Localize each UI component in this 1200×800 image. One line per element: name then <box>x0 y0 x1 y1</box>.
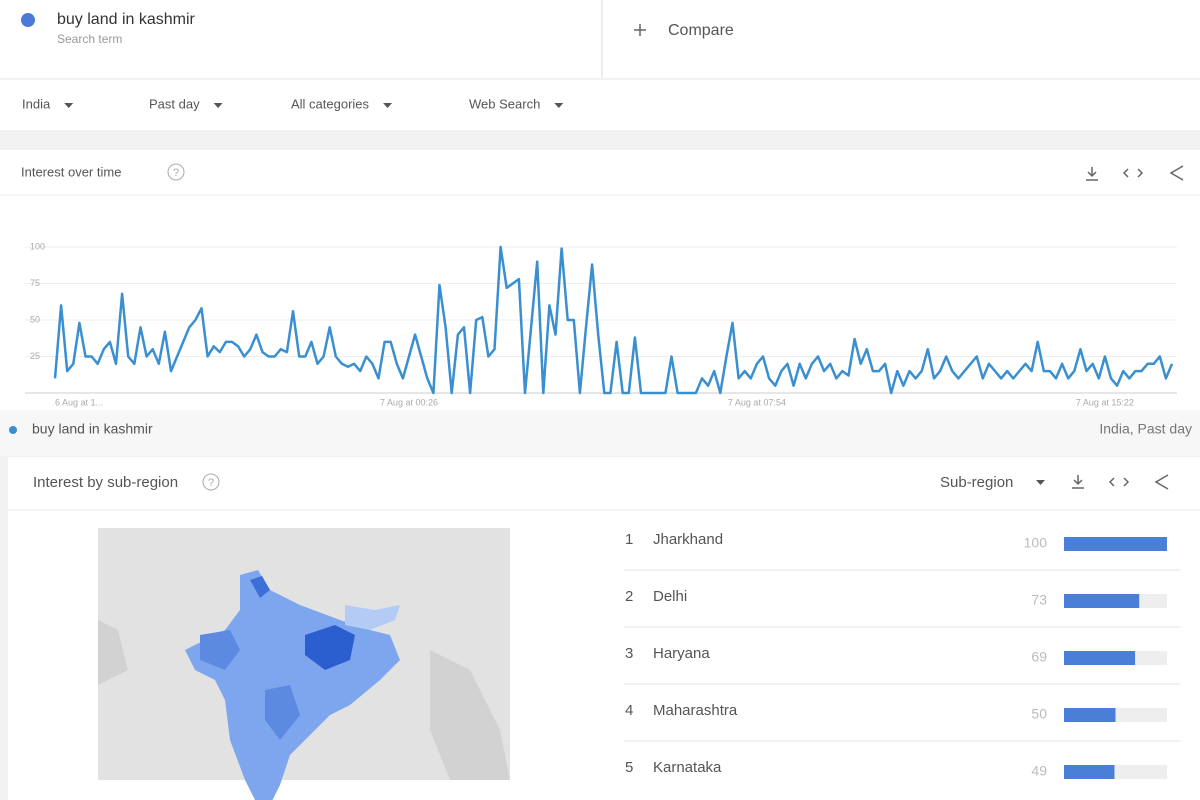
legend-note: India, Past day <box>1099 421 1192 437</box>
x-tick-label: 7 Aug at 00:26 <box>380 397 438 407</box>
y-tick-label: 25 <box>30 351 40 361</box>
region-value: 100 <box>1024 535 1048 551</box>
filters: India Past day All categories Web Search <box>22 96 564 111</box>
card-title: Interest over time <box>21 164 121 179</box>
term-bar <box>0 0 1200 78</box>
map-land <box>98 620 510 780</box>
region-list: 1 Jharkhand 100 2 Delhi 73 3 Haryana 69 4 Maharash… <box>624 531 1180 779</box>
card-title: Interest by sub-region <box>33 474 178 491</box>
filter[interactable]: India <box>22 96 51 111</box>
legend-dot <box>9 426 17 434</box>
download-icon[interactable] <box>1072 475 1084 489</box>
help-icon[interactable] <box>167 163 185 181</box>
line-chart: 25 50 75 100 6 Aug at 1... 7 Aug at 00:26 7 Au… <box>25 241 1177 407</box>
region-name[interactable]: Haryana <box>653 645 710 662</box>
y-tick-label: 75 <box>30 278 40 288</box>
region-name[interactable]: Maharashtra <box>653 702 738 719</box>
map-region <box>345 605 400 630</box>
legend-entry: buy land in kashmir <box>32 421 153 437</box>
rank: 1 <box>625 531 633 548</box>
y-tick-label: 100 <box>30 241 45 251</box>
region-value: 69 <box>1031 649 1047 665</box>
embed-icon[interactable] <box>1122 168 1144 178</box>
y-tick-label: 50 <box>30 314 40 324</box>
help-icon[interactable] <box>202 473 220 491</box>
bar <box>1064 651 1136 665</box>
region-name[interactable]: Karnataka <box>653 759 722 776</box>
bar <box>1064 708 1116 722</box>
compare[interactable]: Compare <box>668 22 734 39</box>
share-icon[interactable] <box>1154 474 1169 490</box>
help-mark: ? <box>173 167 179 179</box>
bar <box>1064 594 1140 608</box>
term-subtitle: Search term <box>57 32 122 46</box>
region-value: 49 <box>1031 763 1047 779</box>
rank: 4 <box>625 702 633 719</box>
region-name[interactable]: Delhi <box>653 588 687 605</box>
map-region <box>200 630 300 740</box>
dropdown-arrow <box>554 103 564 108</box>
dropdown-arrow <box>64 103 74 108</box>
card <box>0 150 1200 410</box>
term[interactable]: buy land in kashmir <box>57 11 196 28</box>
share-icon[interactable] <box>1169 165 1184 181</box>
legend-strip <box>0 410 1200 456</box>
x-tick-label: 7 Aug at 15:22 <box>1076 397 1134 407</box>
region-value: 50 <box>1031 706 1047 722</box>
embed-icon[interactable] <box>1108 477 1130 487</box>
dropdown-arrow <box>383 103 393 108</box>
map-region <box>305 625 355 670</box>
filter[interactable]: Web Search <box>469 96 540 111</box>
bar <box>1064 537 1167 551</box>
dropdown-arrow <box>1036 480 1045 485</box>
map-region <box>250 576 270 598</box>
filter-bar <box>0 80 1200 130</box>
help-mark: ? <box>208 477 214 489</box>
download-icon[interactable] <box>1086 167 1098 181</box>
filter[interactable]: All categories <box>291 96 370 111</box>
filter[interactable]: Past day <box>149 96 200 111</box>
map-region <box>185 570 400 800</box>
region-name[interactable]: Jharkhand <box>653 531 723 548</box>
selector[interactable]: Sub-region <box>940 474 1013 491</box>
region-value: 73 <box>1031 592 1047 608</box>
x-tick-label: 6 Aug at 1... <box>55 397 103 407</box>
rank: 2 <box>625 588 633 605</box>
data-line <box>53 245 1174 395</box>
term-dot <box>21 13 35 27</box>
x-tick-label: 7 Aug at 07:54 <box>728 397 786 407</box>
rank: 5 <box>625 759 633 776</box>
bar <box>1064 765 1115 779</box>
dropdown-arrow <box>213 103 223 108</box>
plus-icon <box>634 24 646 36</box>
rank: 3 <box>625 645 633 662</box>
